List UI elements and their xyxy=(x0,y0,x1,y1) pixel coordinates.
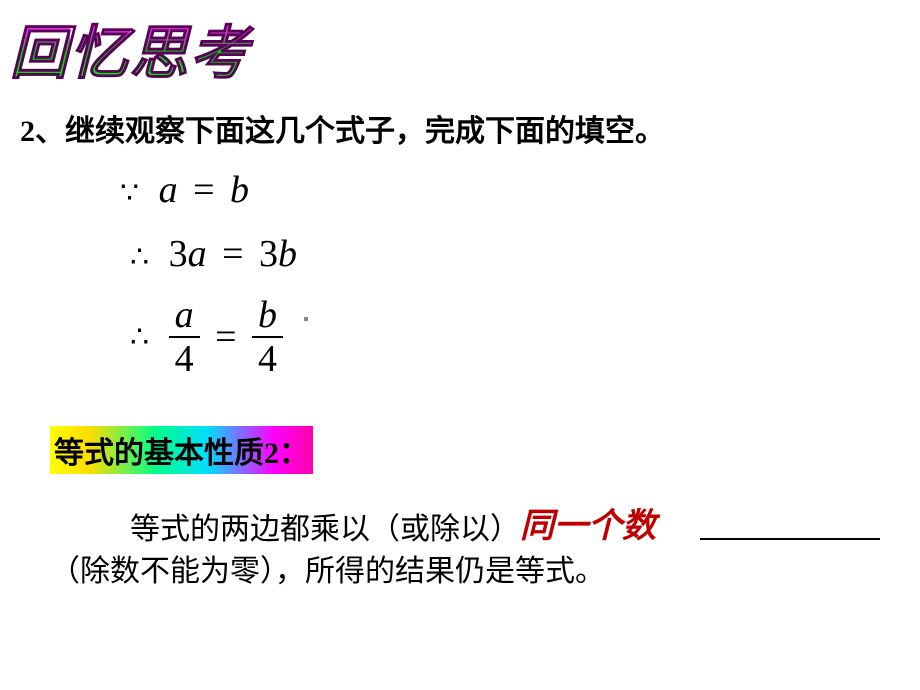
title-char: 忆 xyxy=(70,6,130,90)
conclusion-line-2: （除数不能为零），所得的结果仍是等式。 xyxy=(50,546,605,590)
question-text: 2、继续观察下面这几个式子，完成下面的填空。 xyxy=(20,106,665,150)
therefore-symbol: ∴ xyxy=(130,320,147,355)
rcoef: 3 xyxy=(259,233,278,275)
fraction-left: a 4 xyxy=(169,296,200,378)
title-char: 回 xyxy=(10,6,70,90)
title-char: 考 xyxy=(190,6,250,90)
equals: = xyxy=(193,169,214,211)
equation-line-3: ∴ a 4 = b 4 xyxy=(130,296,283,378)
title-char: 思 xyxy=(130,6,190,90)
lhs: a xyxy=(159,169,178,211)
fraction-right: b 4 xyxy=(252,296,283,378)
question-number: 2 xyxy=(20,115,35,148)
denominator: 4 xyxy=(252,338,283,378)
lcoef: 3 xyxy=(169,233,188,275)
rhs: b xyxy=(230,169,249,211)
decorative-dot xyxy=(304,317,308,321)
equation-line-2: ∴ 3a = 3b xyxy=(130,232,297,276)
property-heading: 等式的基本性质2： xyxy=(50,426,313,474)
rvar: b xyxy=(278,233,297,275)
numerator: a xyxy=(169,296,200,336)
fill-in-answer: 同一个数 xyxy=(520,508,656,545)
question-sep: 、 xyxy=(35,115,65,148)
equals: = xyxy=(215,316,236,358)
therefore-symbol: ∴ xyxy=(130,240,147,275)
conclusion-line-1: 等式的两边都乘以（或除以）同一个数 xyxy=(130,500,656,549)
lvar: a xyxy=(188,233,207,275)
blank-underline xyxy=(700,538,880,540)
denominator: 4 xyxy=(169,338,200,378)
question-body: 继续观察下面这几个式子，完成下面的填空。 xyxy=(65,115,665,148)
page-title: 回忆思考 xyxy=(10,6,250,90)
equation-line-1: ∵ a = b xyxy=(120,168,249,212)
numerator: b xyxy=(252,296,283,336)
because-symbol: ∵ xyxy=(120,176,137,211)
conclusion-part1: 等式的两边都乘以（或除以） xyxy=(130,513,520,546)
equals: = xyxy=(222,233,243,275)
